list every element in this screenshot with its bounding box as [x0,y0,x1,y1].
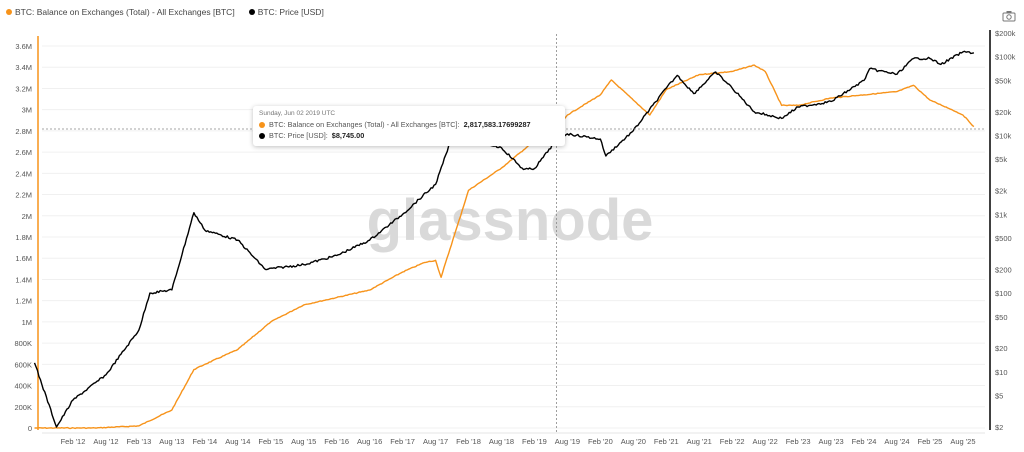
left-tick-label: 200K [14,403,32,412]
x-tick-label: Aug '12 [93,437,118,446]
x-tick-label: Aug '23 [818,437,843,446]
right-tick-label: $100 [995,289,1012,298]
x-tick-label: Aug '14 [225,437,250,446]
right-tick-label: $20 [995,344,1008,353]
right-tick-label: $2k [995,187,1007,196]
orange-dot-icon [259,121,265,128]
left-tick-label: 3.4M [15,63,32,72]
left-tick-label: 2M [22,212,32,221]
x-tick-label: Feb '18 [456,437,481,446]
left-tick-label: 2.4M [15,169,32,178]
x-tick-label: Feb '19 [522,437,547,446]
series-lines [33,50,975,430]
left-tick-label: 3.6M [15,42,32,51]
right-tick-label: $50k [995,76,1012,85]
right-tick-label: $10 [995,368,1008,377]
x-tick-label: Aug '19 [555,437,580,446]
left-tick-label: 0 [28,424,32,433]
x-tick-label: Feb '21 [654,437,679,446]
left-tick-label: 400K [14,382,32,391]
left-tick-label: 2.6M [15,148,32,157]
left-tick-label: 1.8M [15,233,32,242]
watermark-logo: glassnode [367,188,654,253]
left-tick-label: 800K [14,339,32,348]
x-tick-label: Feb '13 [127,437,152,446]
x-tick-label: Feb '20 [588,437,613,446]
price-series-line [33,50,975,428]
x-tick-label: Feb '24 [852,437,877,446]
right-tick-label: $5 [995,392,1003,401]
x-tick-label: Feb '14 [192,437,217,446]
gridlines [42,45,985,429]
right-tick-label: $10k [995,132,1012,141]
tooltip-date: Sunday, Jun 02 2019 UTC [259,110,336,117]
right-tick-label: $200 [995,265,1012,274]
x-tick-label: Feb '16 [324,437,349,446]
x-tick-label: Aug '20 [621,437,646,446]
right-tick-label: $500 [995,234,1012,243]
legend-item-balance[interactable]: BTC: Balance on Exchanges (Total) - All … [6,7,235,17]
tooltip: Sunday, Jun 02 2019 UTC BTC: Balance on … [253,106,565,146]
x-tick-label: Feb '22 [720,437,745,446]
axes: 0 200K 400K 600K 800K 1M 1.2M 1.4M 1.6M 1.8M 2M 2.2… [14,29,1015,446]
x-tick-label: Aug '22 [753,437,778,446]
left-tick-label: 1M [22,318,32,327]
tooltip-value: 2,817,583.17699287 [463,120,531,129]
left-tick-label: 1.2M [15,297,32,306]
x-tick-label: Feb '23 [786,437,811,446]
x-tick-label: Aug '13 [159,437,184,446]
orange-dot-icon [6,9,12,15]
black-dot-icon [248,9,255,15]
right-tick-label: $50 [995,313,1008,322]
right-tick-label: $5k [995,155,1007,164]
right-tick-label: $200k [995,29,1016,38]
tooltip-value: $8,745.00 [331,131,365,140]
crosshair [42,34,985,433]
camera-icon[interactable] [1002,10,1016,22]
legend-item-price[interactable]: BTC: Price [USD] [248,7,324,17]
left-tick-label: 2.8M [15,127,32,136]
right-tick-label: $1k [995,210,1007,219]
x-tick-label: Feb '12 [61,437,86,446]
tooltip-row-price: BTC: Price [USD]: $8,745.00 [259,131,559,140]
left-tick-label: 3.2M [15,84,32,93]
right-tick-label: $2 [995,423,1003,432]
chart-legend: BTC: Balance on Exchanges (Total) - All … [6,7,324,17]
left-tick-label: 1.6M [15,254,32,263]
right-tick-label: $100k [995,53,1016,62]
x-tick-label: Feb '25 [918,437,943,446]
x-tick-label: Feb '15 [258,437,283,446]
x-tick-label: Aug '25 [950,437,975,446]
x-tick-label: Aug '15 [291,437,316,446]
x-tick-label: Aug '17 [423,437,448,446]
x-tick-label: Aug '18 [489,437,514,446]
right-tick-label: $20k [995,108,1012,117]
tooltip-label: BTC: Balance on Exchanges (Total) - All … [269,120,460,129]
balance-series-line [34,64,975,430]
legend-label: BTC: Balance on Exchanges (Total) - All … [15,7,235,17]
left-tick-label: 1.4M [15,275,32,284]
tooltip-row-balance: BTC: Balance on Exchanges (Total) - All … [259,120,559,129]
legend-label: BTC: Price [USD] [257,7,324,17]
x-tick-label: Aug '24 [884,437,909,446]
left-tick-label: 3M [22,106,32,115]
tooltip-label: BTC: Price [USD]: [269,131,328,140]
left-tick-label: 600K [14,360,32,369]
left-tick-label: 2.2M [15,191,32,200]
x-tick-label: Aug '21 [687,437,712,446]
x-tick-label: Feb '17 [390,437,415,446]
x-tick-label: Aug '16 [357,437,382,446]
black-dot-icon [259,132,265,139]
